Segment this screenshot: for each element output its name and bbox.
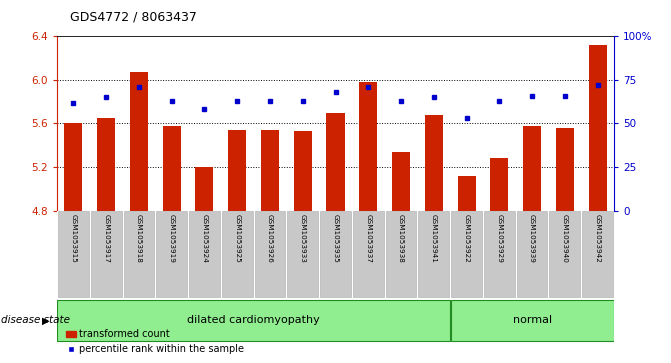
Bar [556,128,574,211]
Text: GSM1053941: GSM1053941 [431,214,437,263]
Text: GSM1053933: GSM1053933 [300,214,306,263]
Bar [195,167,213,211]
Text: dilated cardiomyopathy: dilated cardiomyopathy [187,315,320,325]
Text: GSM1053935: GSM1053935 [333,214,338,263]
Text: GSM1053919: GSM1053919 [168,214,174,263]
FancyBboxPatch shape [123,211,154,297]
FancyBboxPatch shape [452,300,614,341]
Text: GSM1053940: GSM1053940 [562,214,568,263]
FancyBboxPatch shape [254,211,285,297]
Text: GSM1053918: GSM1053918 [136,214,142,263]
Text: GSM1053917: GSM1053917 [103,214,109,263]
Bar [458,176,476,211]
Bar [491,158,509,211]
Text: GSM1053915: GSM1053915 [70,214,76,263]
Text: ▶: ▶ [42,315,49,325]
Text: GSM1053937: GSM1053937 [365,214,371,263]
Bar [228,130,246,211]
FancyBboxPatch shape [320,211,351,297]
FancyBboxPatch shape [386,211,417,297]
Text: GDS4772 / 8063437: GDS4772 / 8063437 [70,11,197,24]
FancyBboxPatch shape [517,211,548,297]
Bar [64,123,83,211]
Bar [97,118,115,211]
Legend: transformed count, percentile rank within the sample: transformed count, percentile rank withi… [62,326,248,358]
FancyBboxPatch shape [550,211,580,297]
FancyBboxPatch shape [419,211,449,297]
Text: GSM1053929: GSM1053929 [497,214,503,263]
FancyBboxPatch shape [287,211,318,297]
Text: GSM1053942: GSM1053942 [595,214,601,263]
Text: GSM1053938: GSM1053938 [398,214,404,263]
Bar [392,152,410,211]
Text: GSM1053926: GSM1053926 [267,214,273,263]
FancyBboxPatch shape [582,211,613,297]
FancyBboxPatch shape [222,211,252,297]
FancyBboxPatch shape [484,211,515,297]
Text: GSM1053939: GSM1053939 [529,214,535,263]
FancyBboxPatch shape [451,211,482,297]
Bar [130,72,148,211]
FancyBboxPatch shape [156,211,187,297]
Bar [425,115,443,211]
Text: GSM1053922: GSM1053922 [464,214,470,263]
Bar [162,126,180,211]
Text: disease state: disease state [1,315,70,325]
FancyBboxPatch shape [353,211,384,297]
Text: normal: normal [513,315,552,325]
FancyBboxPatch shape [189,211,220,297]
Bar [327,113,344,211]
Text: GSM1053925: GSM1053925 [234,214,240,263]
Bar [588,45,607,211]
Bar [294,131,312,211]
Bar [523,126,541,211]
Bar [261,130,279,211]
FancyBboxPatch shape [57,300,450,341]
Text: GSM1053924: GSM1053924 [201,214,207,263]
Bar [359,82,377,211]
FancyBboxPatch shape [91,211,121,297]
FancyBboxPatch shape [58,211,89,297]
